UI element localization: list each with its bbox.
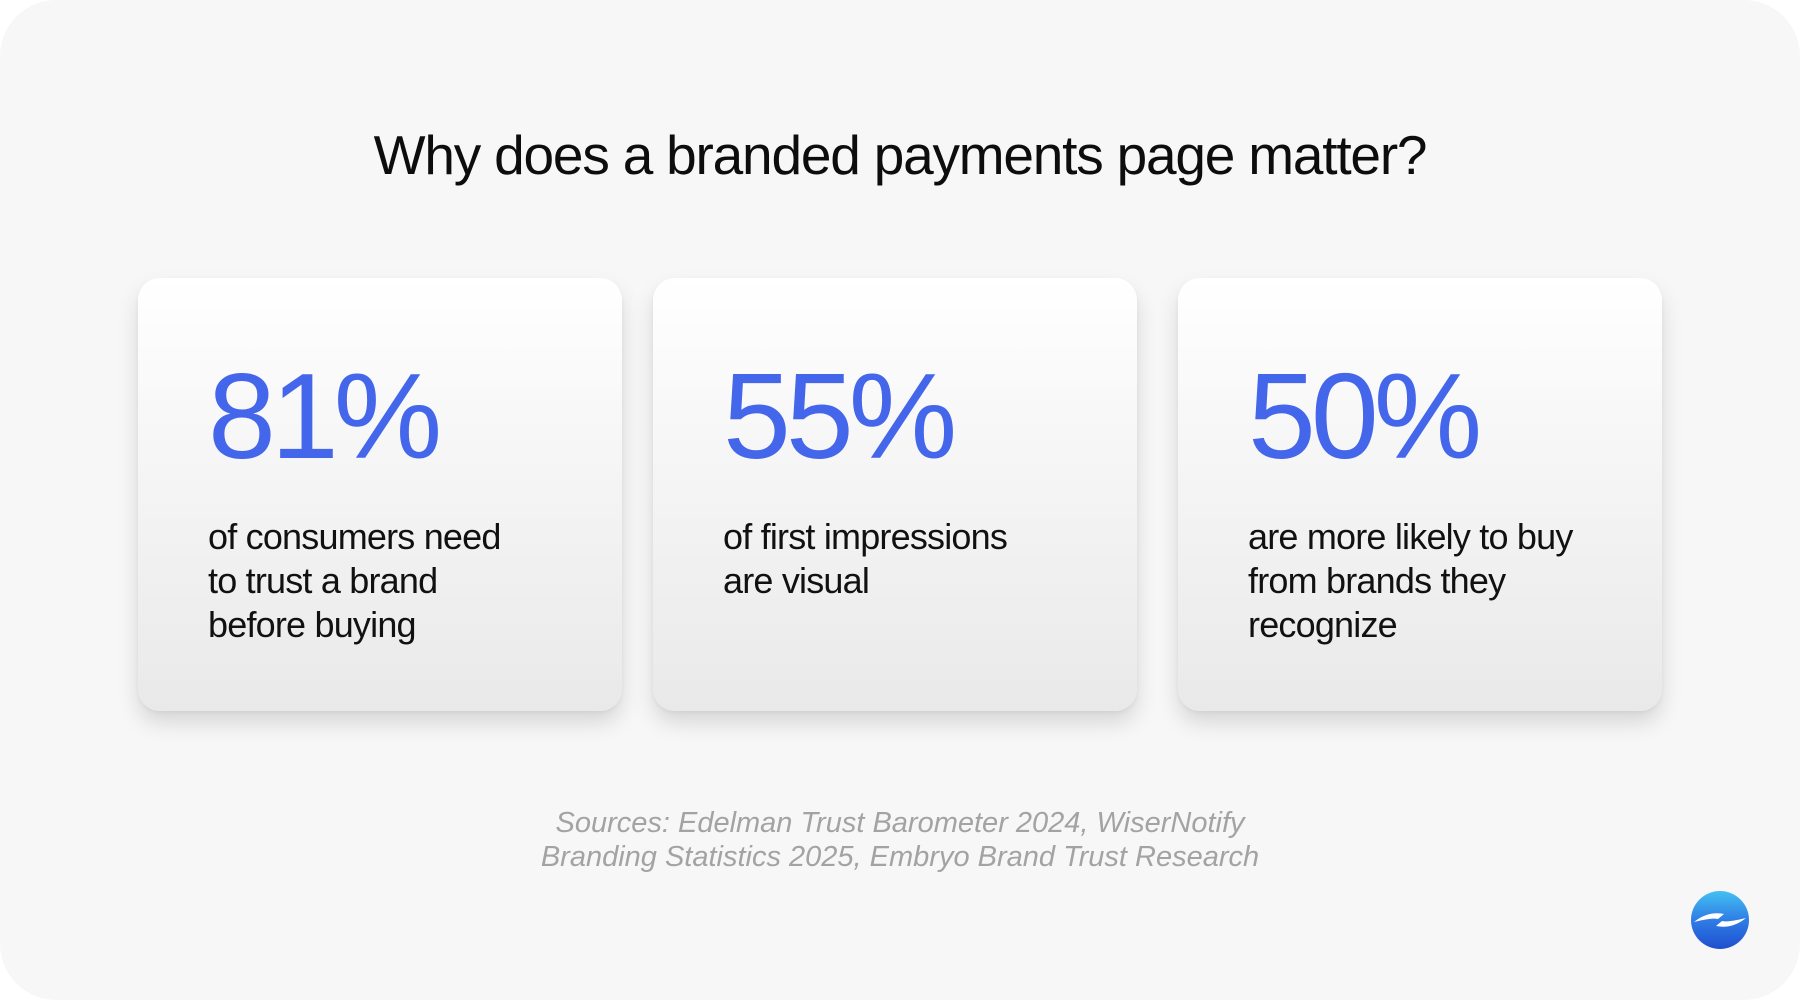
stat-description-line: to trust a brand <box>208 560 438 601</box>
stat-description-line: from brands they <box>1248 560 1506 601</box>
stat-value: 55% <box>723 348 957 484</box>
stat-description-line: of first impressions <box>723 516 1008 557</box>
stat-description: of first impressions are visual <box>723 515 1103 603</box>
stat-description-line: are visual <box>723 560 870 601</box>
stat-description-line: recognize <box>1248 604 1398 645</box>
stat-value: 81% <box>208 348 442 484</box>
page-title: Why does a branded payments page matter? <box>373 124 1428 186</box>
stat-card-recognition: 50% are more likely to buy from brands t… <box>1178 278 1662 711</box>
brand-logo-icon <box>1691 891 1749 949</box>
stat-value: 50% <box>1248 348 1482 484</box>
stat-description-line: of consumers need <box>208 516 501 557</box>
sources-line: Branding Statistics 2025, Embryo Brand T… <box>540 841 1260 873</box>
stat-description-line: before buying <box>208 604 417 645</box>
sources-footnote: Sources: Edelman Trust Barometer 2024, W… <box>0 806 1800 874</box>
sources-line: Sources: Edelman Trust Barometer 2024, W… <box>555 807 1245 839</box>
stat-description: are more likely to buy from brands they … <box>1248 515 1628 647</box>
stat-description-line: are more likely to buy <box>1248 516 1573 557</box>
stat-description: of consumers need to trust a brand befor… <box>208 515 588 647</box>
stat-card-visual: 55% of first impressions are visual <box>653 278 1137 711</box>
stat-card-trust: 81% of consumers need to trust a brand b… <box>138 278 622 711</box>
